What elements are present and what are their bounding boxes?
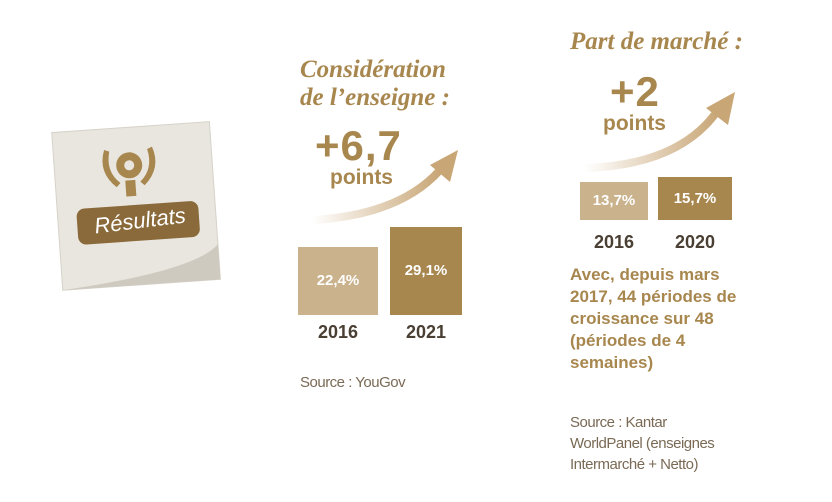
annotation-unit: points <box>330 166 393 189</box>
value-label: 22,4% <box>316 272 360 290</box>
value-label: 13,7% <box>592 192 636 210</box>
annotation: +6,7 <box>315 122 402 169</box>
bar: 29,1% <box>390 227 462 315</box>
bar: 13,7% <box>580 182 648 220</box>
source: Source : YouGov <box>300 374 406 391</box>
category-label: 2016 <box>593 232 635 252</box>
chart-title: Considération de l’enseigne : <box>300 56 450 111</box>
chart-title: Part de marché : <box>570 28 743 55</box>
category-label: 2021 <box>405 322 447 342</box>
category-label: 2016 <box>317 322 359 342</box>
bar: 22,4% <box>298 247 378 315</box>
note: Avec, depuis mars 2017, 44 périodes de c… <box>570 265 737 372</box>
category-label: 2020 <box>674 232 716 252</box>
sticky-note <box>51 121 221 291</box>
bar: 15,7% <box>658 177 732 220</box>
annotation: +2 <box>610 68 660 115</box>
value-label: 15,7% <box>673 189 717 207</box>
annotation-unit: points <box>603 112 666 135</box>
value-label: 29,1% <box>404 262 448 279</box>
source: Source : Kantar WorldPanel (enseignes In… <box>570 414 715 473</box>
